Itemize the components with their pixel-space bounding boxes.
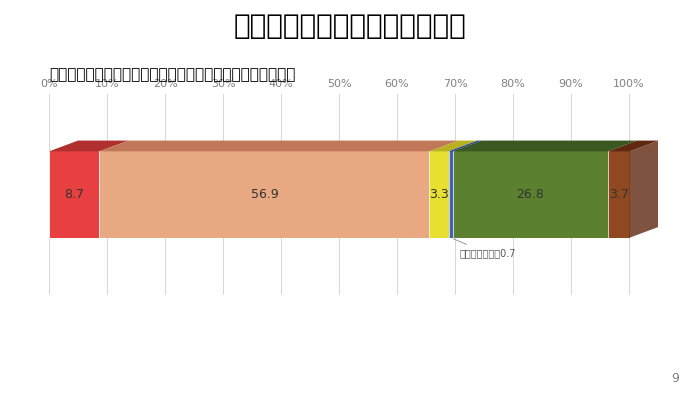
Text: 8.7: 8.7 — [64, 188, 84, 201]
Polygon shape — [99, 141, 458, 151]
Text: 56.9: 56.9 — [251, 188, 279, 201]
Polygon shape — [99, 151, 430, 238]
Text: 健診センター　満足度調査結果: 健診センター 満足度調査結果 — [234, 12, 466, 40]
Polygon shape — [449, 151, 453, 238]
Text: 3.3: 3.3 — [429, 188, 449, 201]
Polygon shape — [430, 141, 477, 151]
Text: 全くしたくない0.7: 全くしたくない0.7 — [453, 239, 516, 258]
Polygon shape — [430, 151, 449, 238]
Text: 3.7: 3.7 — [609, 188, 629, 201]
Polygon shape — [49, 151, 99, 238]
Polygon shape — [453, 141, 637, 151]
Polygon shape — [608, 141, 659, 151]
Polygon shape — [49, 141, 129, 151]
Polygon shape — [453, 151, 608, 238]
Text: 問７　知人等に、当施設を紹介や推薦したいと思われますか: 問７ 知人等に、当施設を紹介や推薦したいと思われますか — [49, 67, 295, 82]
Text: 9: 9 — [671, 372, 679, 385]
Polygon shape — [608, 151, 629, 238]
Polygon shape — [629, 141, 659, 238]
Polygon shape — [449, 141, 482, 151]
Text: 26.8: 26.8 — [517, 188, 545, 201]
